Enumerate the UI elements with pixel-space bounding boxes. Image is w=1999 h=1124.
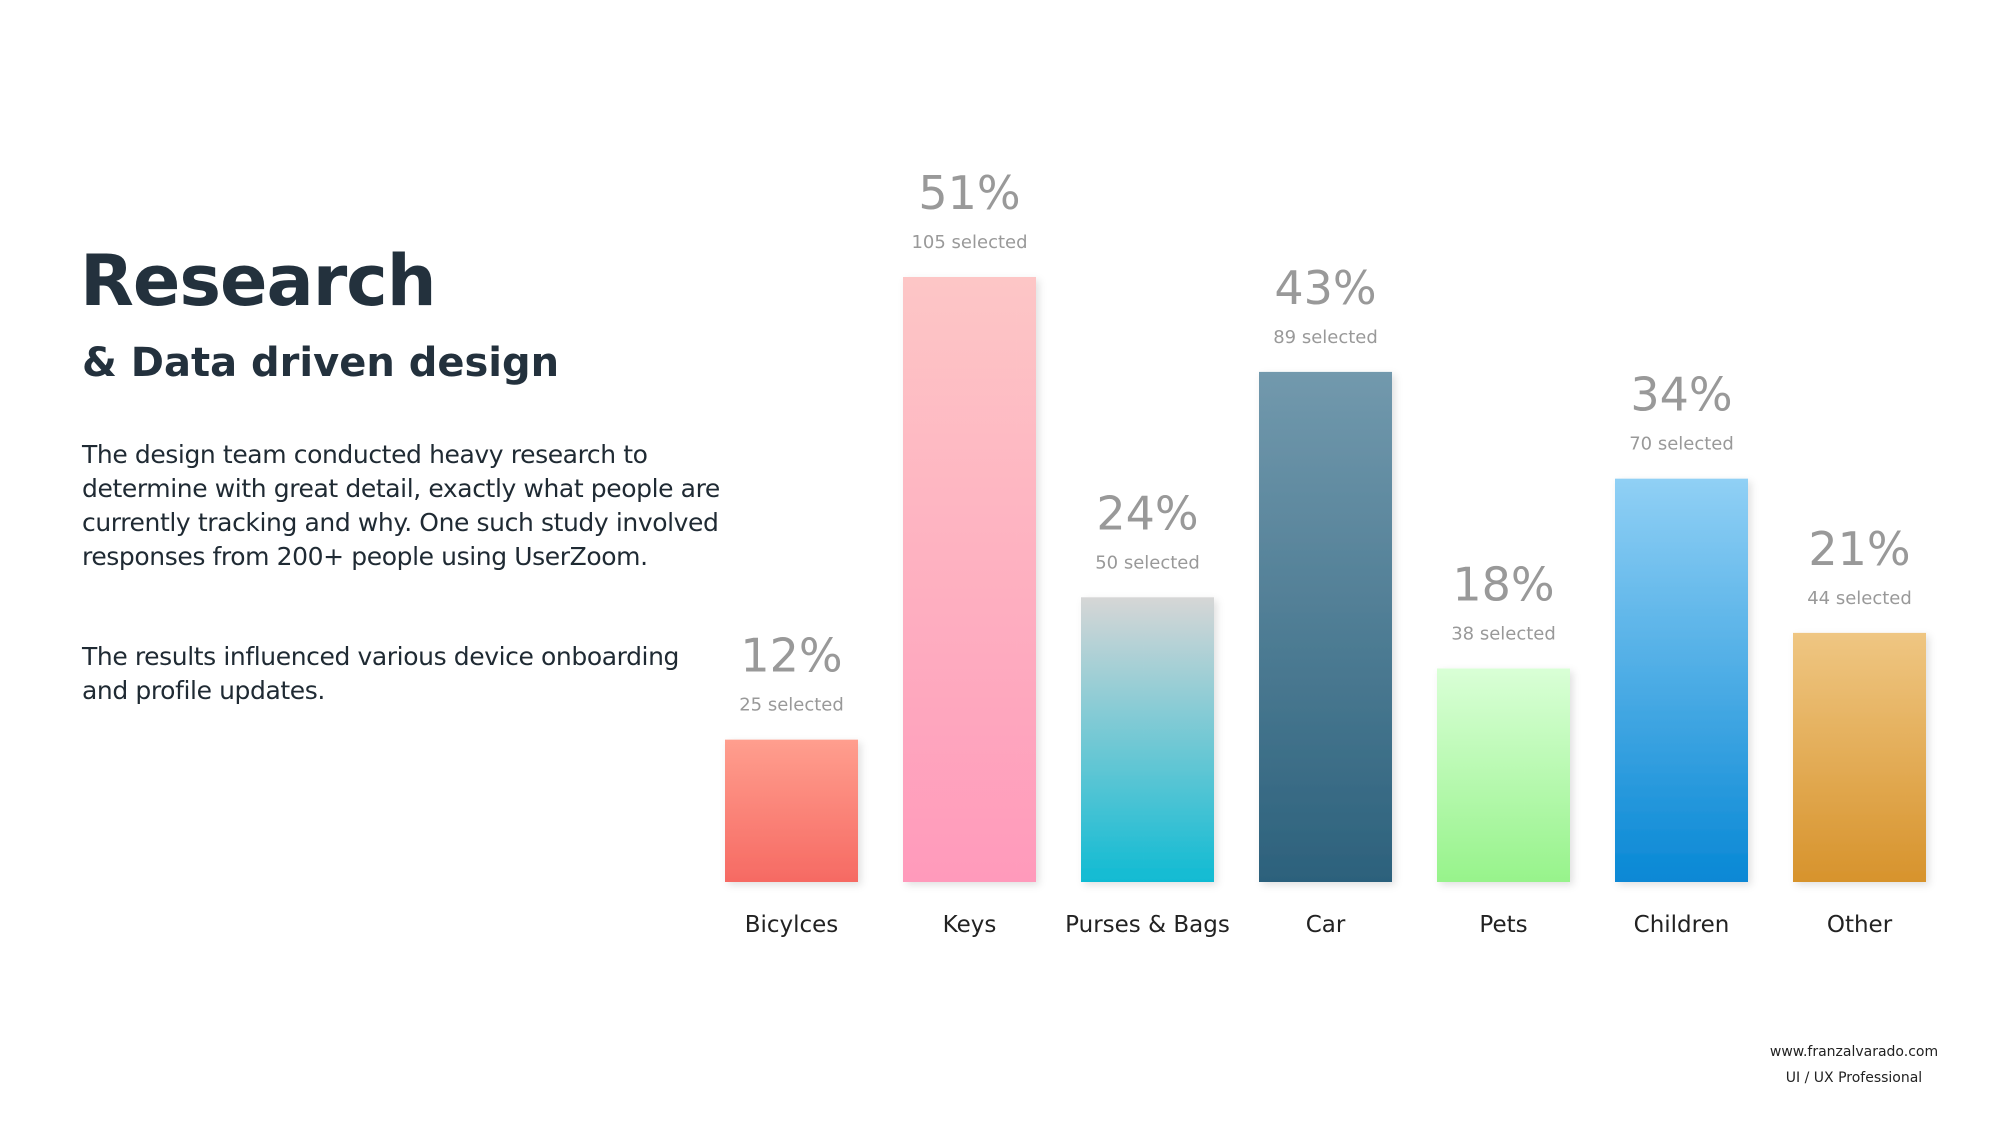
title: Research [80,240,437,322]
bar [1081,597,1214,882]
value-label: 12% [740,629,842,683]
value-label: 43% [1274,261,1376,315]
count-label: 50 selected [1095,552,1200,573]
count-label: 38 selected [1451,623,1556,644]
count-label: 25 selected [739,695,844,716]
value-label: 51% [918,166,1020,220]
category-label: Pets [1479,912,1527,938]
paragraph: The design team conducted heavy research… [82,438,720,574]
count-label: 89 selected [1273,327,1378,348]
bar [1437,668,1570,882]
category-label: Bicylces [745,912,839,938]
bar [725,739,858,882]
paragraph-line: The results influenced various device on… [82,642,679,671]
footer-role: UI / UX Professional [1785,1070,1923,1086]
paragraph-line: determine with great detail, exactly wha… [82,474,720,503]
paragraph-line: responses from 200+ people using UserZoo… [82,542,648,571]
value-label: 21% [1808,522,1910,576]
paragraph-line: and profile updates. [82,676,325,705]
category-label: Purses & Bags [1065,912,1230,938]
count-label: 70 selected [1629,434,1734,455]
value-label: 24% [1096,486,1198,540]
category-label: Children [1634,912,1730,938]
value-label: 34% [1630,368,1732,422]
value-label: 18% [1452,557,1554,611]
subtitle: & Data driven design [82,340,560,386]
paragraph-line: currently tracking and why. One such stu… [82,508,719,537]
paragraph-line: The design team conducted heavy research… [82,440,648,469]
category-label: Other [1827,912,1893,938]
count-label: 44 selected [1807,588,1912,609]
category-label: Keys [943,912,997,938]
count-label: 105 selected [911,232,1027,253]
category-label: Car [1306,912,1346,938]
paragraph: The results influenced various device on… [82,640,679,708]
bar [1259,371,1392,882]
bar [1615,478,1748,882]
bar [1793,632,1926,882]
bar [903,277,1036,882]
footer-site: www.franzalvarado.com [1769,1044,1939,1060]
